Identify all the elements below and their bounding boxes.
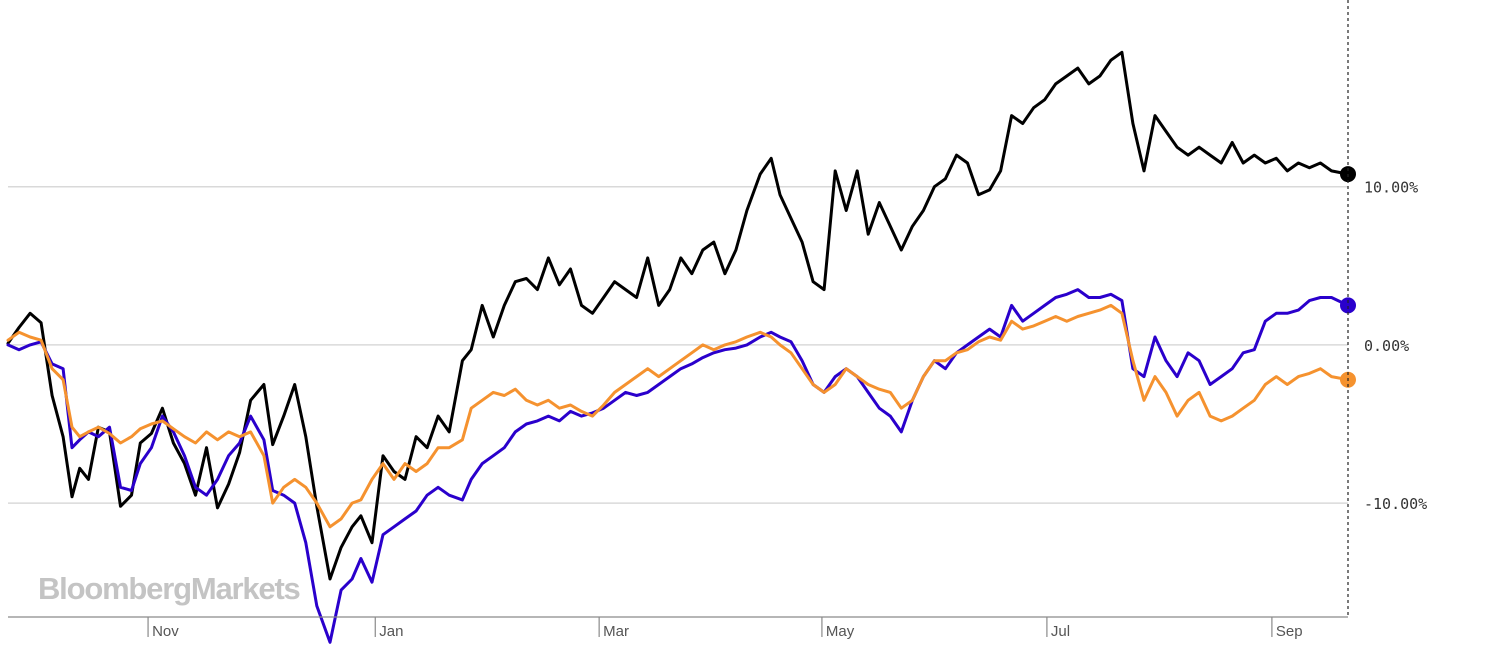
series-line-3 <box>6 303 1350 529</box>
x-tick-label-sep: Sep <box>1276 623 1303 640</box>
x-tick-label-mar: Mar <box>603 623 629 640</box>
x-axis-ticks: Nov Jan Mar May Jul Sep <box>147 617 1303 640</box>
x-tick-label-jul: Jul <box>1051 623 1070 640</box>
y-axis-labels: 10.00% 0.00% -10.00% <box>1364 179 1427 513</box>
series-end-marker-2 <box>1340 297 1356 314</box>
x-tick-label-jan: Jan <box>379 623 403 640</box>
x-tick-label-may: May <box>826 623 855 640</box>
y-tick-label-2: -10.00% <box>1364 495 1427 513</box>
y-tick-label-1: 0.00% <box>1364 337 1409 355</box>
series-line-1 <box>6 50 1350 581</box>
series-lines <box>6 50 1350 644</box>
bloomberg-markets-logo: BloombergMarkets <box>38 571 300 606</box>
series-line-2 <box>6 288 1350 644</box>
y-tick-label-0: 10.00% <box>1364 179 1418 197</box>
x-tick-label-nov: Nov <box>152 623 179 640</box>
gridlines <box>8 185 1348 504</box>
